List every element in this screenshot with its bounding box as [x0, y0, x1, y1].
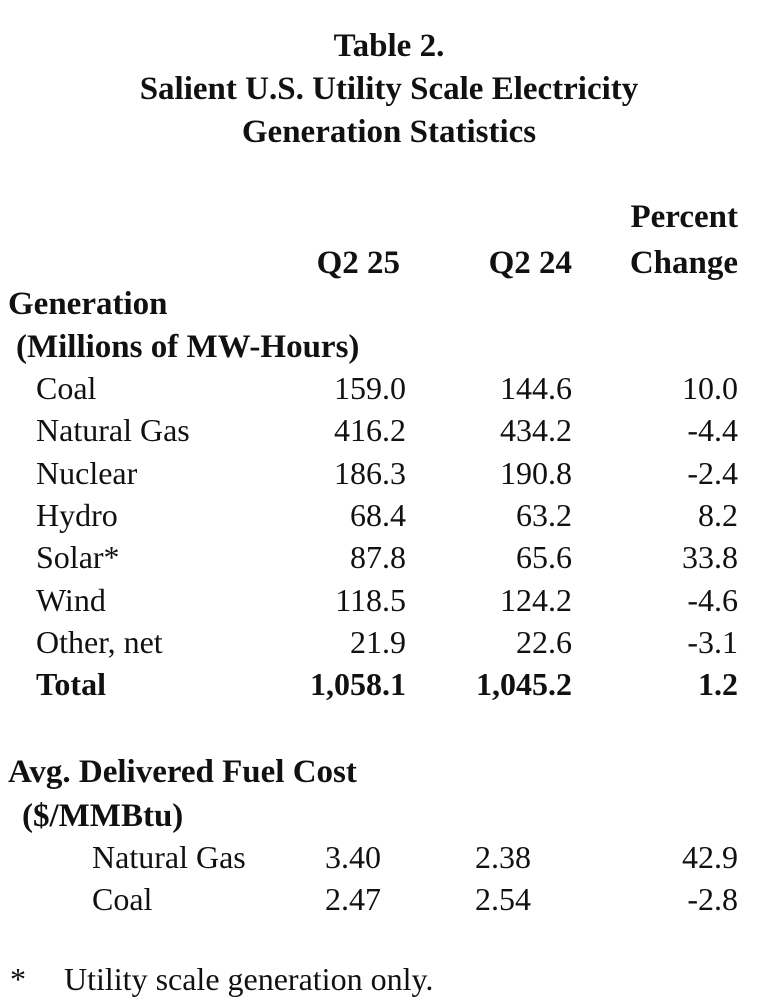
cell-q2-25: 87.8 [350, 539, 406, 575]
cell-q2-24: 144.6 [500, 370, 572, 406]
cell-percent-change: 42.9 [682, 839, 738, 875]
cell-q2-24: 65.6 [516, 539, 572, 575]
total-q2-24: 1,045.2 [476, 666, 572, 702]
row-label: Natural Gas [36, 412, 190, 448]
cell-q2-25: 3.40 [325, 839, 381, 875]
section-heading-generation: Generation [8, 286, 168, 322]
row-label: Hydro [36, 497, 118, 533]
cell-q2-25: 416.2 [334, 412, 406, 448]
column-header-percent: Percent [630, 199, 739, 235]
row-label: Solar* [36, 539, 120, 575]
footnote-text: Utility scale generation only. [64, 961, 434, 997]
cell-q2-25: 186.3 [334, 455, 406, 491]
total-label: Total [36, 666, 106, 702]
cell-q2-25: 21.9 [350, 624, 406, 660]
cell-q2-24: 22.6 [516, 624, 572, 660]
section-heading-fuel-cost: Avg. Delivered Fuel Cost [8, 754, 357, 790]
cell-percent-change: 10.0 [682, 370, 738, 406]
cell-percent-change: 8.2 [698, 497, 738, 533]
section-subheading-fuel-cost-units: ($/MMBtu) [22, 798, 184, 834]
cell-percent-change: -4.4 [687, 412, 738, 448]
row-label: Coal [36, 370, 97, 406]
row-label: Wind [36, 582, 106, 618]
cell-q2-25: 68.4 [350, 497, 406, 533]
row-label: Nuclear [36, 455, 138, 491]
cell-q2-24: 190.8 [500, 455, 572, 491]
footnote-marker: * [10, 961, 26, 997]
column-header-q2-24: Q2 24 [488, 245, 572, 281]
cell-q2-24: 2.38 [475, 839, 531, 875]
cell-q2-24: 434.2 [500, 412, 572, 448]
cell-q2-25: 2.47 [325, 881, 381, 917]
cell-q2-24: 63.2 [516, 497, 572, 533]
column-header-change: Change [629, 245, 738, 281]
cell-q2-24: 2.54 [475, 881, 531, 917]
cell-q2-25: 118.5 [335, 582, 406, 618]
cell-percent-change: -2.4 [687, 455, 738, 491]
row-label: Other, net [36, 624, 163, 660]
cell-q2-24: 124.2 [500, 582, 572, 618]
section-subheading-generation-units: (Millions of MW-Hours) [16, 329, 360, 365]
total-q2-25: 1,058.1 [310, 666, 406, 702]
cell-percent-change: -2.8 [687, 881, 738, 917]
table-title-line3: Generation Statistics [241, 114, 537, 150]
table-title-line1: Table 2. [333, 28, 445, 64]
row-label: Natural Gas [92, 839, 246, 875]
row-label: Coal [92, 881, 153, 917]
table-title-line2: Salient U.S. Utility Scale Electricity [139, 71, 639, 107]
cell-percent-change: -4.6 [687, 582, 738, 618]
cell-percent-change: -3.1 [687, 624, 738, 660]
column-header-q2-25: Q2 25 [316, 245, 400, 281]
cell-q2-25: 159.0 [334, 370, 406, 406]
total-percent-change: 1.2 [698, 666, 738, 702]
cell-percent-change: 33.8 [682, 539, 738, 575]
